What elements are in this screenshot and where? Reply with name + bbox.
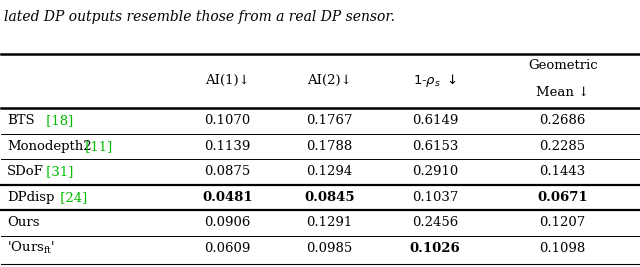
Text: DPdisp: DPdisp [7,191,54,204]
Text: 0.0985: 0.0985 [307,242,353,255]
Text: 0.1443: 0.1443 [540,165,586,178]
Text: 0.0671: 0.0671 [538,191,588,204]
Text: 0.2285: 0.2285 [540,140,586,153]
Text: Mean ↓: Mean ↓ [536,86,589,99]
Text: 0.6153: 0.6153 [412,140,458,153]
Text: BTS: BTS [7,115,35,128]
Text: 0.1139: 0.1139 [204,140,251,153]
Text: 0.0875: 0.0875 [204,165,250,178]
Text: [24]: [24] [56,191,88,204]
Text: 0.1788: 0.1788 [307,140,353,153]
Text: 0.0609: 0.0609 [204,242,251,255]
Text: $1$-$\rho_s$ $\downarrow$: $1$-$\rho_s$ $\downarrow$ [413,72,457,89]
Text: AI(1)↓: AI(1)↓ [205,74,250,87]
Text: Ours: Ours [7,216,40,229]
Text: Monodepth2: Monodepth2 [7,140,92,153]
Text: 0.2456: 0.2456 [412,216,458,229]
Text: 0.6149: 0.6149 [412,115,458,128]
Text: [11]: [11] [81,140,112,153]
Text: [31]: [31] [42,165,74,178]
Text: 0.1070: 0.1070 [204,115,250,128]
Text: 0.2686: 0.2686 [540,115,586,128]
Text: 0.1294: 0.1294 [307,165,353,178]
Text: [18]: [18] [42,115,74,128]
Text: 0.0481: 0.0481 [202,191,253,204]
Text: 0.2910: 0.2910 [412,165,458,178]
Text: 0.1037: 0.1037 [412,191,458,204]
Text: 0.1767: 0.1767 [307,115,353,128]
Text: 0.1291: 0.1291 [307,216,353,229]
Text: 0.0845: 0.0845 [304,191,355,204]
Text: 'Ours$_\mathregular{ft}$': 'Ours$_\mathregular{ft}$' [7,240,55,256]
Text: 0.1207: 0.1207 [540,216,586,229]
Text: lated DP outputs resemble those from a real DP sensor.: lated DP outputs resemble those from a r… [4,10,395,24]
Text: 0.1026: 0.1026 [410,242,460,255]
Text: SDoF: SDoF [7,165,44,178]
Text: 0.1098: 0.1098 [540,242,586,255]
Text: AI(2)↓: AI(2)↓ [307,74,352,87]
Text: 0.0906: 0.0906 [204,216,251,229]
Text: Geometric: Geometric [528,59,598,72]
